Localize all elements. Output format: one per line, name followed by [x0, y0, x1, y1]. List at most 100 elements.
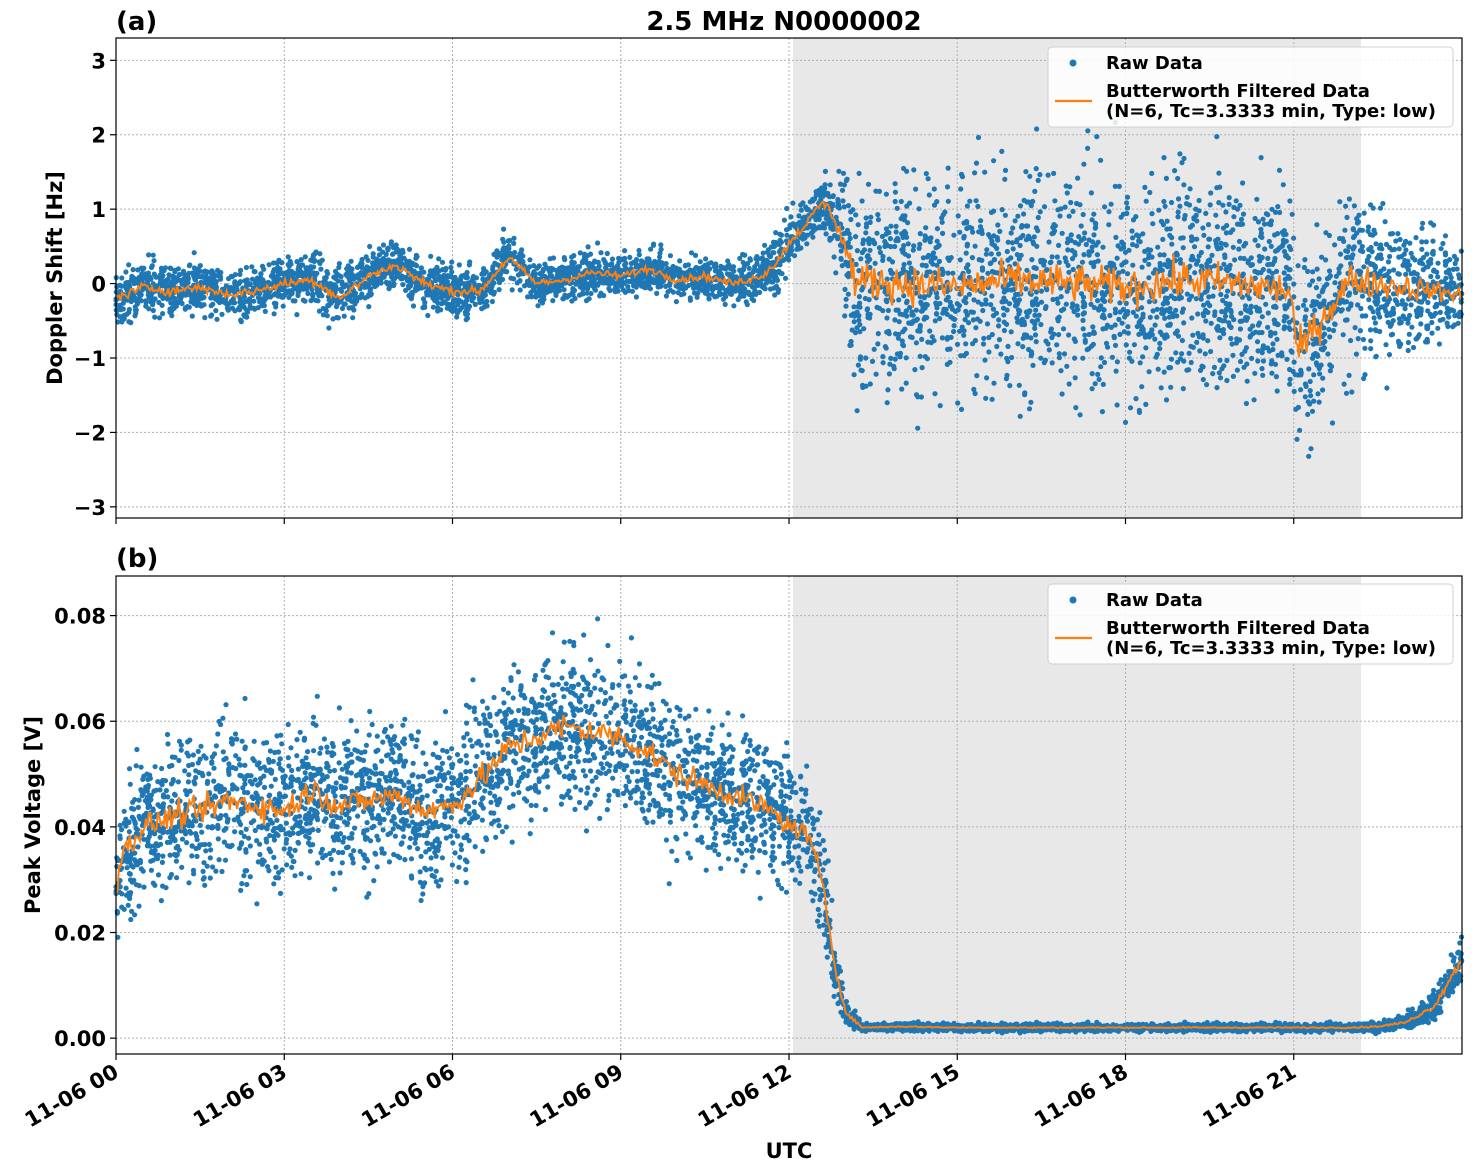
raw-data-point [237, 299, 243, 305]
raw-data-point [1086, 252, 1092, 258]
raw-data-point [1291, 281, 1297, 287]
raw-data-point [860, 237, 867, 243]
raw-data-point [1162, 315, 1168, 321]
raw-data-point [450, 297, 456, 303]
raw-data-point [1208, 348, 1214, 355]
raw-data-point [1346, 196, 1352, 202]
raw-data-point [1295, 305, 1301, 311]
raw-data-point [727, 288, 733, 294]
raw-data-point [933, 300, 939, 306]
raw-data-point [858, 256, 864, 262]
raw-data-point [1082, 337, 1088, 343]
raw-data-point [506, 243, 512, 249]
raw-data-point [1001, 289, 1007, 295]
raw-data-point [511, 276, 517, 282]
raw-data-point [961, 332, 967, 338]
raw-data-point [1008, 255, 1014, 261]
raw-data-point [1031, 265, 1037, 271]
raw-data-point [838, 248, 844, 254]
raw-data-point [191, 250, 197, 256]
raw-data-point [221, 286, 227, 292]
raw-data-point [883, 241, 890, 247]
raw-data-point [1428, 256, 1434, 263]
raw-data-point [114, 312, 120, 318]
raw-data-point [1154, 314, 1160, 320]
raw-data-point [989, 268, 996, 275]
raw-data-point [1238, 216, 1245, 222]
raw-data-point [1157, 340, 1163, 346]
raw-data-point [587, 251, 594, 257]
raw-data-point [1346, 292, 1352, 298]
raw-data-point [1113, 234, 1119, 240]
raw-data-point [1451, 308, 1457, 314]
raw-data-point [595, 240, 601, 246]
raw-data-point [1180, 386, 1186, 392]
raw-data-point [898, 198, 904, 205]
raw-data-point [1194, 339, 1200, 345]
raw-data-point [1387, 231, 1394, 237]
raw-data-point [1020, 335, 1026, 341]
raw-data-point [839, 187, 846, 193]
raw-data-point [1234, 367, 1240, 373]
raw-data-point [966, 291, 973, 297]
raw-data-point [1405, 320, 1411, 326]
raw-data-point [747, 257, 754, 263]
raw-data-point [989, 396, 995, 402]
raw-data-point [454, 314, 460, 320]
raw-data-point [582, 251, 588, 257]
raw-data-point [509, 287, 515, 293]
raw-data-point [1175, 175, 1181, 182]
raw-data-point [1062, 204, 1068, 210]
raw-data-point [851, 319, 857, 325]
raw-data-point [1360, 336, 1366, 343]
raw-data-point [1154, 351, 1160, 357]
raw-data-point [1393, 298, 1399, 304]
raw-data-point [1175, 214, 1181, 220]
raw-data-point [349, 298, 355, 304]
raw-data-point [863, 224, 870, 230]
raw-data-point [1366, 246, 1372, 253]
raw-data-point [1063, 301, 1069, 307]
raw-data-point [1218, 291, 1224, 298]
raw-data-point [1366, 297, 1372, 303]
raw-data-point [1226, 201, 1232, 207]
raw-data-point [1168, 384, 1174, 390]
raw-data-point [784, 232, 790, 238]
raw-data-point [945, 270, 951, 276]
raw-data-point [1123, 259, 1129, 265]
raw-data-point [1282, 303, 1288, 309]
raw-data-point [604, 262, 610, 268]
raw-data-point [977, 224, 984, 230]
raw-data-point [1442, 233, 1449, 239]
raw-data-point [1159, 306, 1165, 312]
raw-data-point [1081, 302, 1087, 308]
raw-data-point [884, 276, 890, 282]
raw-data-point [737, 289, 743, 295]
raw-data-point [1356, 268, 1363, 274]
raw-data-point [1372, 299, 1378, 305]
raw-data-point [772, 292, 778, 298]
raw-data-point [586, 296, 592, 302]
raw-data-point [804, 241, 810, 247]
raw-data-point [208, 303, 214, 309]
raw-data-point [1173, 350, 1179, 356]
raw-data-point [1255, 358, 1261, 364]
raw-data-point [1417, 257, 1423, 264]
raw-data-point [991, 380, 997, 386]
raw-data-point [229, 305, 235, 311]
raw-data-point [974, 373, 980, 379]
raw-data-point [1403, 247, 1409, 253]
raw-data-point [1414, 271, 1420, 277]
raw-data-point [492, 251, 498, 257]
raw-data-point [1142, 184, 1148, 190]
raw-data-point [1030, 362, 1036, 368]
raw-data-point [496, 287, 502, 293]
raw-data-point [1391, 267, 1397, 273]
raw-data-point [276, 257, 282, 263]
raw-data-point [880, 360, 886, 366]
raw-data-point [986, 349, 992, 355]
raw-data-point [920, 255, 927, 261]
raw-data-point [1381, 296, 1388, 302]
raw-data-point [1005, 343, 1011, 349]
